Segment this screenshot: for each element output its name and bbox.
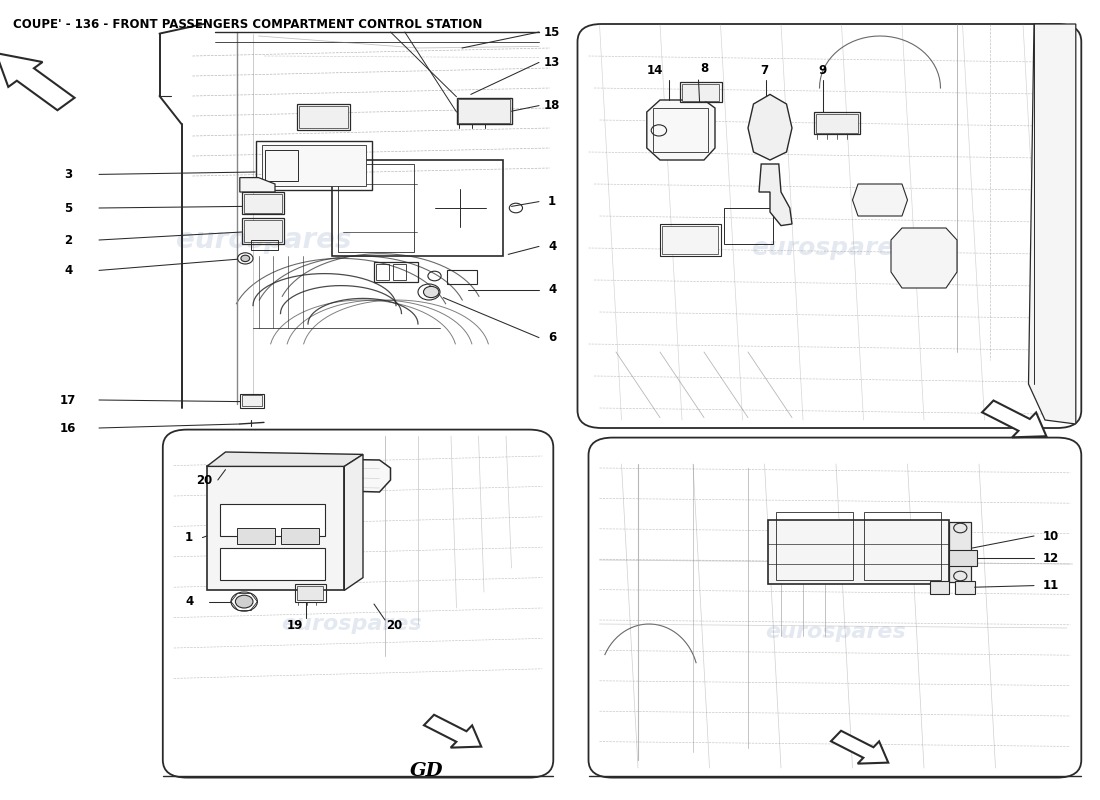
- Text: GD: GD: [410, 762, 443, 780]
- Polygon shape: [344, 454, 363, 590]
- Bar: [244, 194, 282, 213]
- Polygon shape: [1028, 24, 1076, 424]
- Polygon shape: [424, 714, 482, 748]
- Text: 11: 11: [1043, 579, 1058, 592]
- Bar: [955, 581, 975, 594]
- Text: 14: 14: [647, 64, 662, 77]
- Text: 17: 17: [60, 394, 76, 406]
- Polygon shape: [852, 184, 907, 216]
- Bar: [256, 141, 372, 190]
- FancyBboxPatch shape: [163, 430, 553, 778]
- Text: 8: 8: [700, 62, 708, 75]
- Bar: [280, 528, 319, 544]
- Polygon shape: [240, 178, 275, 192]
- Text: 19: 19: [287, 619, 303, 632]
- Text: 2: 2: [64, 234, 73, 246]
- Text: 4: 4: [185, 595, 194, 608]
- Bar: [682, 84, 719, 101]
- Text: 7: 7: [760, 64, 769, 77]
- Bar: [297, 586, 323, 600]
- Bar: [338, 164, 415, 252]
- Bar: [242, 395, 262, 406]
- Text: 4: 4: [64, 264, 73, 277]
- Bar: [447, 270, 477, 284]
- Bar: [240, 394, 264, 408]
- Text: eurospares: eurospares: [751, 236, 910, 260]
- Text: 3: 3: [64, 168, 73, 181]
- Polygon shape: [647, 100, 715, 160]
- Text: 16: 16: [60, 422, 76, 434]
- Text: 9: 9: [818, 64, 827, 77]
- Polygon shape: [226, 458, 390, 492]
- FancyBboxPatch shape: [588, 438, 1081, 778]
- Polygon shape: [891, 228, 957, 288]
- Bar: [393, 264, 406, 280]
- Text: 10: 10: [1043, 530, 1058, 542]
- Bar: [814, 112, 860, 134]
- Bar: [332, 160, 503, 256]
- Text: 15: 15: [544, 26, 560, 38]
- Bar: [864, 512, 940, 580]
- Bar: [244, 220, 282, 242]
- Polygon shape: [0, 53, 75, 110]
- Bar: [930, 581, 949, 594]
- Text: eurospares: eurospares: [176, 226, 352, 254]
- Polygon shape: [759, 164, 792, 226]
- Bar: [653, 108, 708, 152]
- Polygon shape: [207, 452, 363, 466]
- Bar: [251, 240, 278, 250]
- Polygon shape: [982, 401, 1046, 438]
- Text: 13: 13: [544, 56, 560, 69]
- Text: 5: 5: [64, 202, 73, 214]
- Bar: [376, 264, 389, 280]
- Text: eurospares: eurospares: [282, 614, 422, 634]
- Bar: [374, 262, 418, 282]
- Polygon shape: [748, 94, 792, 160]
- Bar: [220, 504, 324, 536]
- Bar: [262, 145, 366, 186]
- Text: COUPE' - 136 - FRONT PASSENGERS COMPARTMENT CONTROL STATION: COUPE' - 136 - FRONT PASSENGERS COMPARTM…: [13, 18, 483, 30]
- Bar: [242, 192, 284, 214]
- FancyBboxPatch shape: [578, 24, 1081, 428]
- Circle shape: [235, 595, 253, 608]
- Bar: [662, 226, 718, 254]
- Text: 20: 20: [386, 619, 402, 632]
- Circle shape: [241, 255, 250, 262]
- Text: 20: 20: [197, 474, 212, 486]
- Text: 1: 1: [548, 195, 557, 208]
- Circle shape: [424, 286, 439, 298]
- Bar: [295, 584, 326, 602]
- Bar: [456, 98, 512, 124]
- Bar: [768, 520, 949, 584]
- Bar: [297, 104, 350, 130]
- Text: eurospares: eurospares: [766, 622, 906, 642]
- Bar: [207, 466, 344, 590]
- Text: 4: 4: [548, 240, 557, 253]
- Text: 4: 4: [548, 283, 557, 296]
- Bar: [660, 224, 720, 256]
- Bar: [949, 550, 977, 566]
- Bar: [299, 106, 348, 128]
- Bar: [220, 548, 324, 580]
- Bar: [949, 522, 971, 582]
- Polygon shape: [830, 730, 889, 764]
- Bar: [242, 218, 284, 244]
- Text: 6: 6: [548, 331, 557, 344]
- Bar: [776, 512, 853, 580]
- Bar: [724, 208, 773, 244]
- Text: 1: 1: [185, 531, 194, 544]
- Bar: [458, 99, 510, 123]
- Bar: [816, 114, 858, 133]
- Bar: [236, 528, 275, 544]
- Text: 12: 12: [1043, 552, 1058, 565]
- Bar: [680, 82, 722, 102]
- Bar: [265, 150, 298, 181]
- Text: 18: 18: [544, 99, 560, 112]
